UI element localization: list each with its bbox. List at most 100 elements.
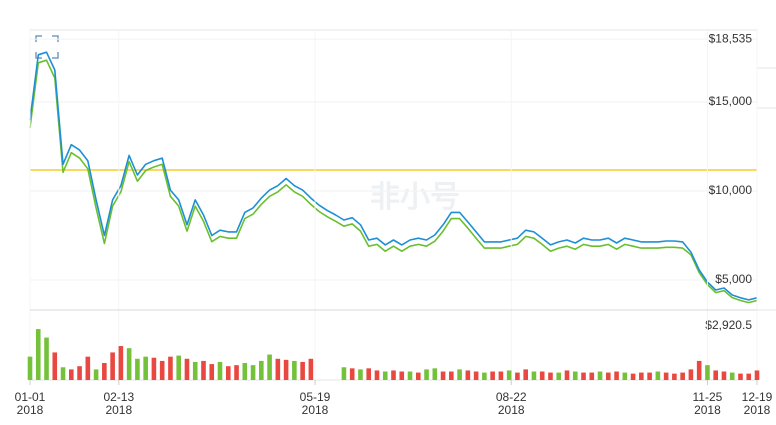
volume-bar [655,371,661,380]
volume-bar [564,370,570,380]
volume-bar [415,372,421,380]
x-tick-label: 2018 [744,403,771,417]
volume-bar [267,354,272,380]
volume-bar [696,360,702,380]
volume-bar [597,371,603,380]
price-line [29,51,758,301]
volume-bar [705,365,710,380]
x-tick-label: 05-19 [300,390,331,404]
volume-bar [572,371,578,380]
volume-bar [35,329,41,380]
y-tick-label: $5,000 [715,272,752,286]
volume-bar [27,356,33,380]
volume-bar [622,372,628,380]
volume-bar [283,359,289,380]
volume-bar [250,365,256,380]
volume-bar [754,370,760,380]
volume-bar [234,365,239,380]
volume-bar [506,370,512,380]
volume-bar [308,358,314,380]
volume-bar [102,363,107,380]
x-tick-label: 2018 [694,403,721,417]
price-line [29,59,758,304]
volume-bar [407,371,413,380]
volume-bar [721,371,727,380]
y-tick-label: $10,000 [709,183,753,197]
volume-bar [126,348,132,380]
x-tick-label: 12-19 [742,390,773,404]
volume-bar [77,366,82,380]
volume-bar [746,373,752,380]
volume-bar [548,372,553,380]
volume-bar [135,358,140,380]
volume-bar [605,372,611,380]
x-tick-label: 01-01 [15,390,46,404]
volume-bar [449,371,454,380]
volume-bar [556,372,562,380]
volume-bar [184,358,190,380]
volume-bar [85,356,91,380]
volume-bar [151,357,157,380]
volume-bar [358,369,363,380]
volume-bar [201,360,206,380]
expand-icon-path [35,35,59,59]
x-tick-label: 2018 [302,403,329,417]
volume-bar [391,370,396,380]
volume-bar [639,372,644,380]
volume-bar [647,372,652,380]
x-tick-label: 2018 [17,403,44,417]
volume-bar [118,346,124,380]
volume-bar [168,356,173,380]
volume-bar [60,367,66,380]
volume-bar [490,371,495,380]
x-tick-label: 2018 [105,403,132,417]
volume-bar [110,352,115,380]
volume-bar [275,358,281,380]
volume-bar [465,370,471,380]
volume-bar [366,368,372,380]
volume-bar [424,369,429,380]
volume-bar [242,363,248,380]
volume-bar [523,369,528,380]
y-tick-label: $18,535 [709,31,753,45]
y-tick-label: $2,920.5 [705,318,752,332]
volume-bar [440,371,446,380]
volume-bar [52,352,58,380]
volume-bar [729,372,735,380]
watermark: 非小号 [370,181,460,214]
volume-bar [192,361,198,380]
volume-bar [300,361,305,380]
volume-bar [672,373,677,380]
volume-bar [209,364,215,380]
volume-bar [432,368,438,380]
volume-bar [539,371,545,380]
volume-bar [217,361,223,380]
volume-bar [738,373,743,380]
volume-bar [663,372,669,380]
volume-bar [292,360,297,380]
volume-bar [581,372,586,380]
volume-bar [349,368,355,380]
volume-bar [630,373,636,380]
volume-bar [159,360,165,380]
volume-bar [69,369,74,380]
volume-bar [143,356,148,380]
volume-bar [93,369,99,380]
expand-icon[interactable] [35,35,59,59]
y-tick-label: $15,000 [709,94,753,108]
x-tick-label: 08-22 [496,390,527,404]
x-tick-label: 2018 [498,403,525,417]
volume-bar [374,370,380,380]
volume-bar [680,372,685,380]
x-tick-label: 02-13 [103,390,134,404]
volume-bar [457,369,462,380]
volume-bar [482,372,487,380]
volume-bar [614,371,619,380]
volume-bar [498,371,504,380]
volume-bar [399,371,405,380]
volume-bar [713,370,718,380]
volume-bar [688,369,694,380]
volume-bar [44,337,49,380]
volume-bar [531,371,537,380]
